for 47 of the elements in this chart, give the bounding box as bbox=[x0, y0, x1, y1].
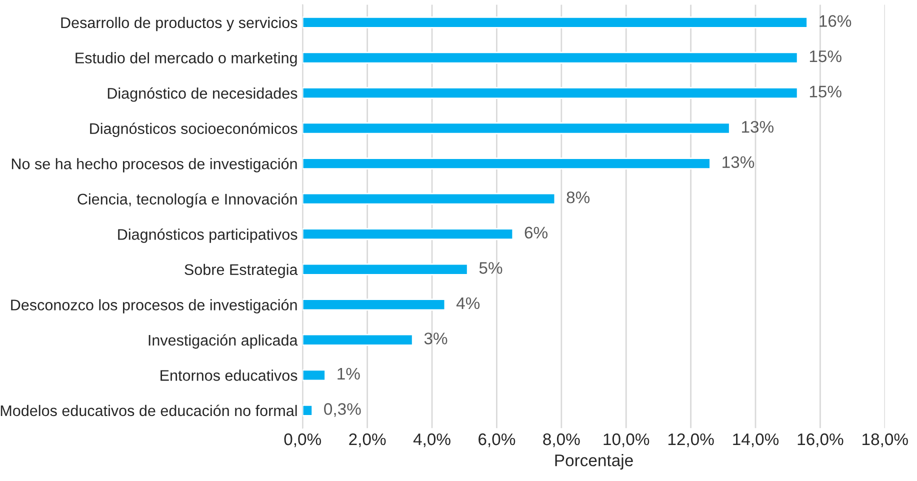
x-axis-title: Porcentaje bbox=[555, 454, 633, 470]
x-tick-label: 14,0% bbox=[733, 433, 779, 448]
y-tick-label: Diagnósticos socioeconómicos bbox=[90, 122, 298, 138]
y-tick-label: Entornos educativos bbox=[160, 370, 298, 381]
data-label: 5% bbox=[479, 262, 502, 274]
x-tick-label: 10,0% bbox=[604, 433, 650, 448]
data-label: 15% bbox=[810, 86, 842, 98]
data-label: 16% bbox=[820, 15, 852, 27]
data-label: 15% bbox=[810, 50, 842, 62]
bar bbox=[302, 369, 326, 382]
bar bbox=[302, 122, 730, 134]
bar bbox=[302, 298, 446, 311]
data-label: 3% bbox=[424, 332, 448, 344]
data-label: 13% bbox=[722, 156, 754, 168]
x-tick-label: 18,0% bbox=[862, 433, 908, 448]
data-label: 0,3% bbox=[324, 403, 361, 417]
bar bbox=[302, 404, 314, 416]
x-tick-label: 2,0% bbox=[349, 433, 386, 448]
data-label: 6% bbox=[524, 226, 548, 239]
y-tick-label: Desconozco los procesos de investigación bbox=[11, 299, 297, 314]
y-tick-label: Desarrollo de productos y servicios bbox=[61, 16, 298, 32]
x-tick-label: 6,0% bbox=[478, 433, 516, 448]
x-tick-label: 4,0% bbox=[413, 433, 450, 448]
y-tick-label: Ciencia, tecnología e Innovación bbox=[78, 193, 297, 208]
x-tick-label: 16,0% bbox=[798, 433, 844, 448]
data-label: 1% bbox=[338, 368, 360, 380]
x-tick-label: 0,0% bbox=[284, 433, 322, 448]
bar bbox=[302, 52, 798, 64]
bar bbox=[302, 263, 468, 276]
y-tick-label: Sobre Estrategia bbox=[184, 264, 298, 278]
bar bbox=[302, 87, 798, 99]
bar bbox=[302, 16, 808, 28]
y-tick-label: Diagnósticos participativos bbox=[118, 228, 298, 243]
y-tick-label: Investigación aplicada bbox=[148, 334, 298, 349]
data-label: 4% bbox=[456, 297, 480, 310]
y-tick-label: Diagnóstico de necesidades bbox=[108, 87, 298, 102]
y-tick-label: Modelos educativos de educación no formal bbox=[0, 404, 297, 416]
x-tick-label: 8,0% bbox=[543, 433, 580, 448]
x-tick-label: 12,0% bbox=[668, 433, 714, 448]
bar bbox=[302, 192, 556, 205]
bar bbox=[302, 158, 711, 170]
data-label: 13% bbox=[742, 120, 774, 133]
y-tick-label: Estudio del mercado o marketing bbox=[76, 52, 297, 66]
bar bbox=[302, 228, 514, 240]
data-label: 8% bbox=[566, 191, 590, 204]
y-tick-label: No se ha hecho procesos de investigación bbox=[12, 158, 297, 172]
bar bbox=[302, 334, 414, 346]
